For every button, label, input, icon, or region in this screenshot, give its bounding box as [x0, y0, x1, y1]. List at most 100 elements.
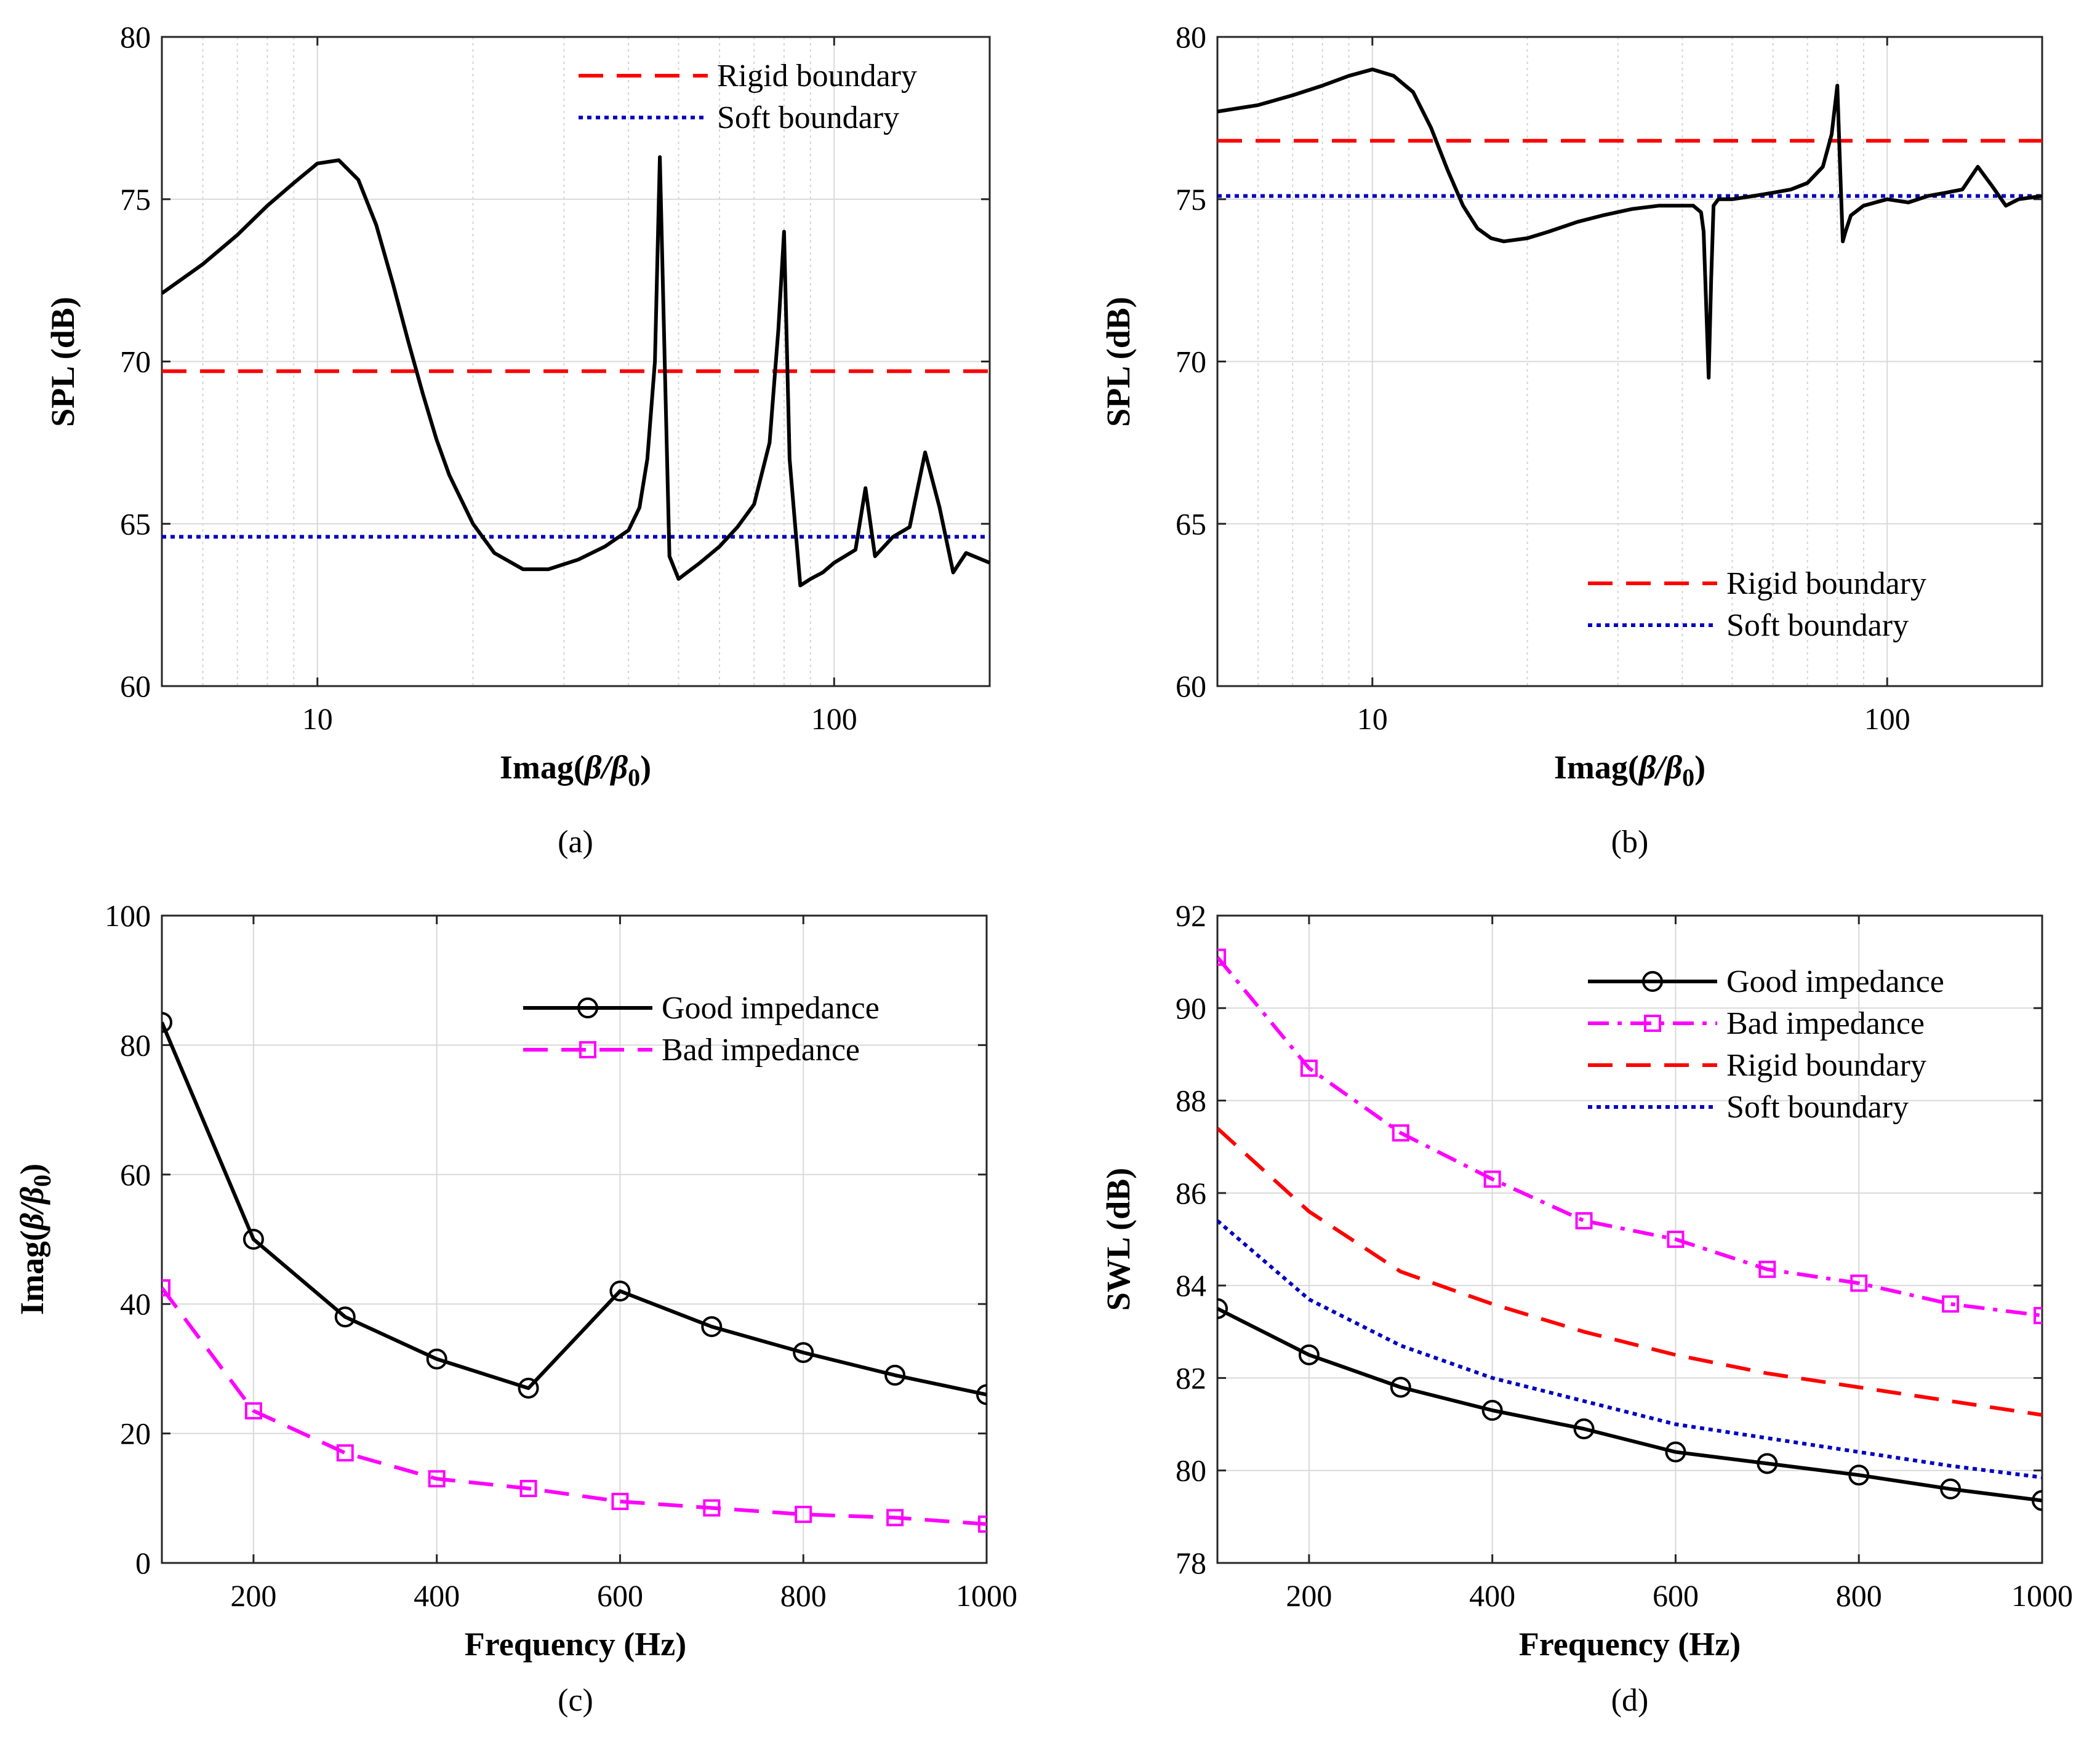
x-axis-label: Imag(β/β0) [500, 749, 651, 791]
y-tick-label: 65 [1176, 506, 1206, 541]
y-tick-label: 92 [1176, 898, 1206, 933]
x-tick-label: 10 [302, 701, 333, 736]
series-group [1217, 67, 2042, 380]
data-point-good-impedance [1848, 1464, 1870, 1486]
legend-label: Rigid boundary [1726, 1048, 1926, 1083]
y-axis-label: SWL (dB) [1100, 1168, 1137, 1311]
plot-area [162, 916, 987, 1563]
legend-marker [579, 1041, 596, 1058]
data-point-bad-impedance [978, 1515, 987, 1533]
data-point-bad-impedance [703, 1499, 721, 1517]
data-point-good-impedance [793, 1342, 814, 1364]
legend-marker [1642, 971, 1663, 992]
series-group [162, 155, 990, 588]
data-point-bad-impedance [1483, 1170, 1501, 1188]
x-tick-label: 100 [811, 701, 857, 736]
legend-label: Rigid boundary [1726, 566, 1926, 601]
legend-label: Soft boundary [1726, 608, 1909, 643]
ticks: 10 100 60 65 70 75 80 [120, 20, 990, 736]
legend-label: Bad impedance [662, 1033, 860, 1068]
series-line-rigid-boundary [1217, 1127, 2042, 1417]
data-point-bad-impedance [611, 1493, 629, 1511]
x-label-beta: β/β [583, 749, 628, 786]
data-point-good-impedance [1940, 1478, 1962, 1500]
x-tick-label: 800 [780, 1578, 827, 1613]
y-tick-label: 88 [1176, 1084, 1206, 1118]
legend-label: Rigid boundary [717, 58, 917, 94]
data-point-good-impedance [1390, 1376, 1411, 1398]
chart-panel-d: 200 400 600 800 1000 78 80 82 84 86 88 90 92 Good imp… [1100, 898, 2073, 1718]
legend-label: Soft boundary [1726, 1090, 1909, 1125]
x-label-close: ) [1694, 749, 1705, 786]
x-axis-label: Frequency (Hz) [465, 1626, 686, 1663]
data-point-good-impedance [518, 1377, 539, 1399]
data-point-bad-impedance [1942, 1295, 1960, 1313]
y-tick-label: 100 [105, 898, 151, 933]
y-tick-label: 80 [120, 20, 151, 54]
legend-label: Good impedance [662, 991, 880, 1026]
data-point-good-impedance [1481, 1400, 1503, 1421]
y-tick-label: 0 [135, 1546, 151, 1580]
x-tick-label: 600 [1653, 1578, 1699, 1613]
x-tick-label: 1000 [2011, 1578, 2073, 1613]
y-tick-label: 80 [1176, 20, 1206, 54]
y-tick-label: 75 [120, 182, 151, 217]
data-point-good-impedance [1757, 1453, 1778, 1474]
data-point-good-impedance [334, 1306, 356, 1328]
axes-box [1216, 914, 2043, 1564]
y-tick-label: 86 [1176, 1176, 1206, 1210]
data-point-bad-impedance [1575, 1212, 1593, 1229]
y-tick-label: 78 [1176, 1546, 1206, 1580]
legend-label: Bad impedance [1726, 1006, 1925, 1041]
data-point-good-impedance [701, 1316, 723, 1338]
series-group [162, 1012, 987, 1533]
series-line-soft-boundary [1217, 1219, 2042, 1479]
x-tick-label: 200 [1286, 1578, 1332, 1613]
data-point-good-impedance [1298, 1344, 1320, 1365]
data-point-bad-impedance [1667, 1231, 1685, 1248]
data-point-good-impedance [1665, 1441, 1686, 1463]
y-tick-label: 75 [1176, 182, 1206, 217]
ticks: 200 400 600 800 1000 78 80 82 84 86 88 90 92 [1176, 898, 2073, 1613]
y-tick-label: 60 [120, 669, 151, 703]
data-point-good-impedance [162, 1012, 172, 1033]
data-point-bad-impedance [428, 1470, 446, 1488]
series-line-spl [1217, 67, 2042, 380]
data-point-bad-impedance [2034, 1306, 2042, 1324]
x-tick-label: 200 [230, 1578, 276, 1613]
legend: Rigid boundary Soft boundary [579, 58, 917, 135]
data-point-good-impedance [1217, 1298, 1228, 1319]
legend-label: Soft boundary [717, 100, 899, 135]
y-tick-label: 40 [120, 1287, 151, 1321]
data-point-good-impedance [976, 1384, 987, 1405]
y-tick-label: 65 [120, 506, 151, 541]
series-group [1217, 948, 2042, 1511]
y-tick-label: 90 [1176, 991, 1206, 1025]
panel-caption: (c) [558, 1683, 593, 1718]
y-tick-label: 20 [120, 1416, 151, 1451]
series-line-spl [162, 155, 990, 588]
axes-box [161, 914, 988, 1564]
x-axis-label: Imag(β/β0) [1554, 749, 1705, 791]
series-line-good-impedance [1217, 1307, 2042, 1503]
data-point-good-impedance [426, 1348, 447, 1370]
data-point-bad-impedance [1392, 1124, 1409, 1142]
y-tick-label: 70 [120, 345, 151, 379]
x-tick-label: 600 [597, 1578, 643, 1613]
data-point-good-impedance [609, 1281, 631, 1302]
y-tick-label: 60 [1176, 669, 1206, 703]
data-point-bad-impedance [1758, 1260, 1776, 1278]
x-axis-label: Frequency (Hz) [1519, 1626, 1741, 1663]
y-tick-label: 60 [120, 1157, 151, 1192]
y-tick-label: 70 [1176, 345, 1206, 379]
panel-caption: (d) [1611, 1683, 1649, 1718]
chart-panel-c: 200 400 600 800 1000 0 20 40 60 80 100 Good impedan… [14, 898, 1017, 1718]
y-label-close: ) [14, 1164, 50, 1175]
data-point-good-impedance [1573, 1418, 1595, 1440]
x-tick-label: 1000 [956, 1578, 1017, 1613]
data-point-good-impedance [242, 1229, 264, 1250]
legend-marker [577, 997, 598, 1018]
legend-label: Good impedance [1726, 964, 1944, 999]
series-line-bad-impedance [162, 1287, 987, 1526]
